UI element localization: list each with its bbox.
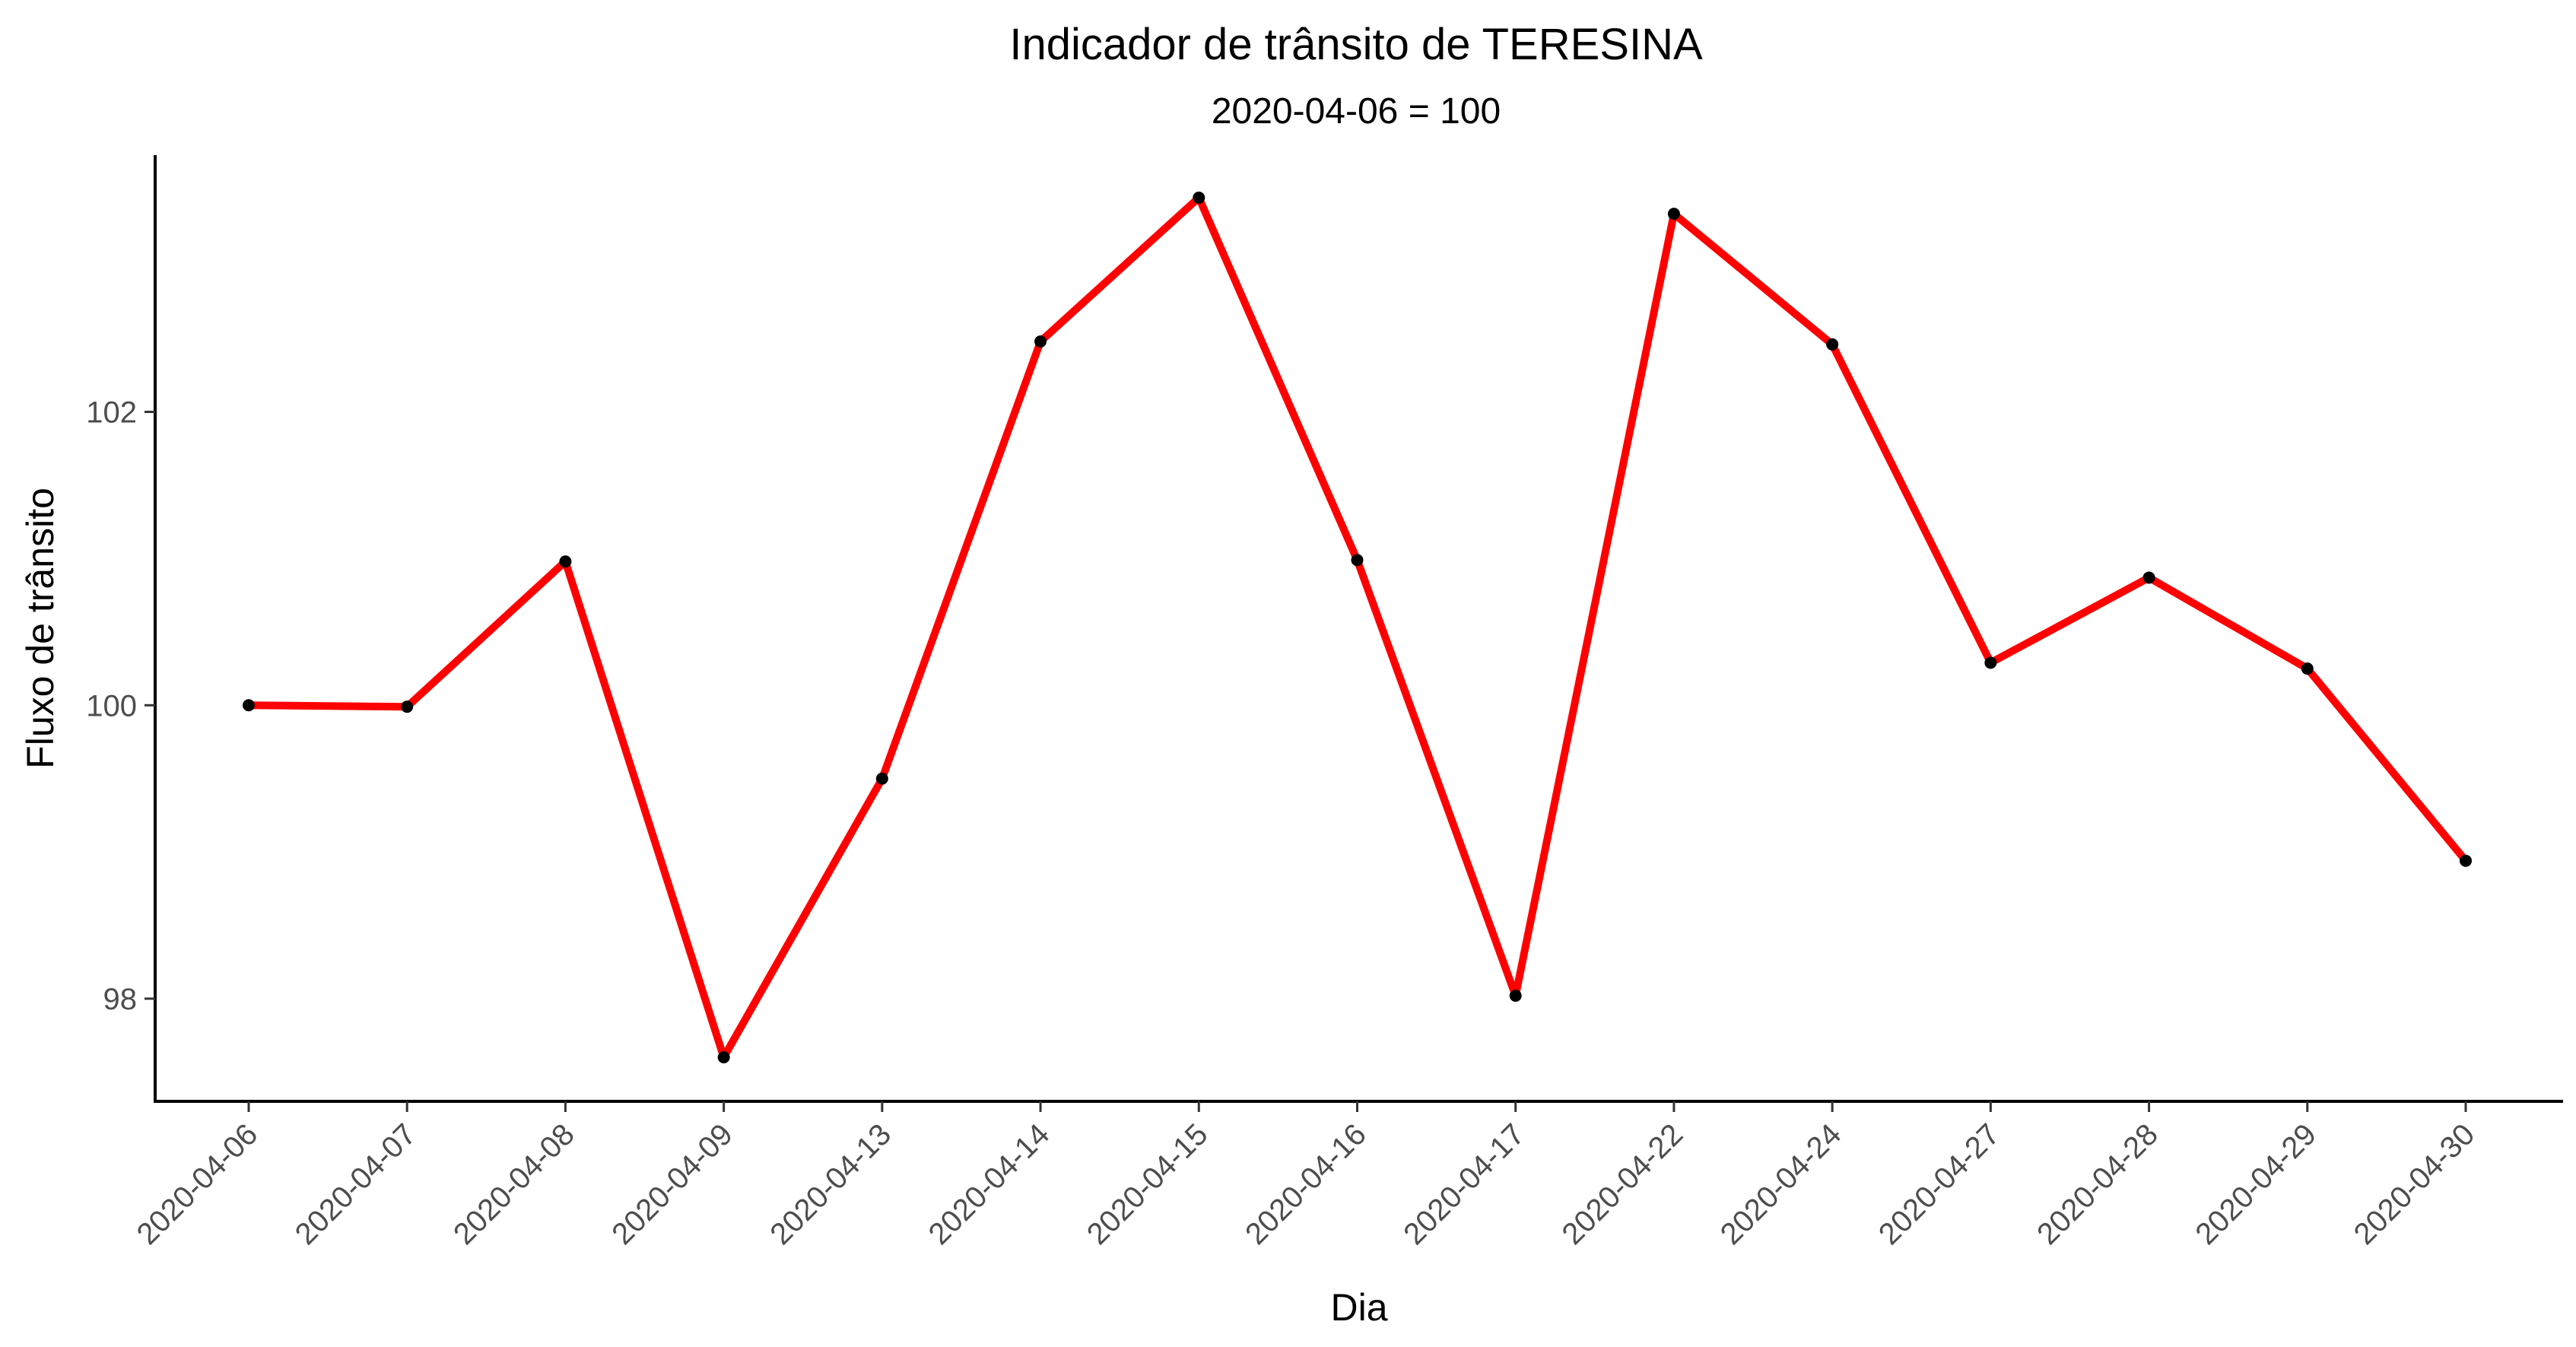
x-tick-label: 2020-04-17 xyxy=(1397,1117,1531,1251)
chart-title: Indicador de trânsito de TERESINA xyxy=(1009,20,1703,69)
y-tick-label: 98 xyxy=(103,983,138,1016)
x-tick-label: 2020-04-16 xyxy=(1239,1117,1373,1251)
x-tick-label: 2020-04-28 xyxy=(2031,1117,2165,1251)
x-tick-label: 2020-04-09 xyxy=(605,1117,739,1251)
x-tick-label: 2020-04-06 xyxy=(131,1117,265,1251)
x-axis: 2020-04-06 2020-04-07 2020-04-08 2020-04-09… xyxy=(131,1100,2563,1329)
data-point xyxy=(1984,656,1997,669)
data-point xyxy=(1826,338,1839,351)
x-tick-label: 2020-04-07 xyxy=(289,1117,423,1251)
data-point xyxy=(1667,208,1680,221)
data-point xyxy=(1351,554,1364,567)
x-tick-label: 2020-04-15 xyxy=(1081,1117,1215,1251)
x-tick-label: 2020-04-24 xyxy=(1714,1117,1848,1251)
y-axis-ticks: 98 100 102 xyxy=(86,396,155,1016)
y-axis: 98 100 102 Fluxo de trânsito xyxy=(19,155,157,1103)
data-point xyxy=(401,701,414,713)
data-point xyxy=(2460,854,2472,867)
series-group xyxy=(243,191,2472,1064)
data-point xyxy=(2142,571,2155,584)
series-line xyxy=(245,193,2470,1062)
x-tick-label: 2020-04-13 xyxy=(764,1117,897,1251)
data-point xyxy=(875,772,888,785)
x-axis-title: Dia xyxy=(1330,1286,1387,1329)
data-point xyxy=(717,1051,730,1064)
x-tick-label: 2020-04-14 xyxy=(923,1117,1056,1251)
data-point xyxy=(1034,335,1047,348)
data-point xyxy=(1509,990,1522,1002)
x-axis-ticks: 2020-04-06 2020-04-07 2020-04-08 2020-04-09… xyxy=(131,1101,2482,1251)
y-tick-label: 102 xyxy=(86,396,137,430)
x-tick-label: 2020-04-29 xyxy=(2189,1117,2323,1251)
data-point xyxy=(1193,191,1205,204)
y-tick-label: 100 xyxy=(86,689,137,723)
data-point xyxy=(559,555,572,568)
x-tick-label: 2020-04-27 xyxy=(1872,1117,2006,1251)
data-point xyxy=(2301,662,2314,675)
x-tick-label: 2020-04-08 xyxy=(447,1117,581,1251)
x-tick-label: 2020-04-30 xyxy=(2348,1117,2482,1251)
x-tick-label: 2020-04-22 xyxy=(1555,1117,1689,1251)
data-point xyxy=(243,699,255,712)
chart-subtitle: 2020-04-06 = 100 xyxy=(1212,91,1501,132)
y-axis-title: Fluxo de trânsito xyxy=(19,488,62,769)
